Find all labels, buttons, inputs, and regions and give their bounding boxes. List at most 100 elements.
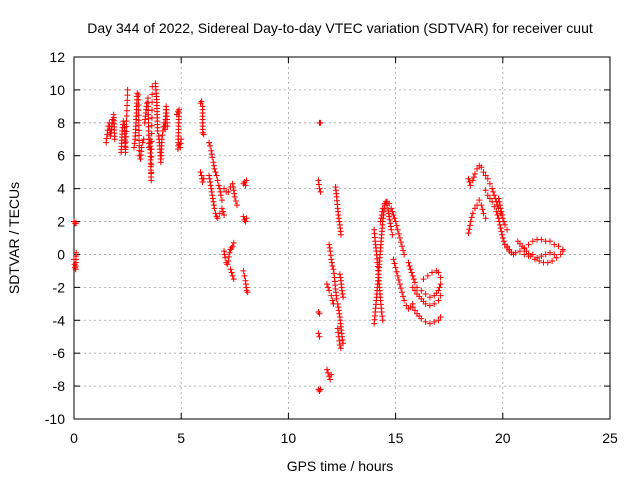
data-point: [135, 91, 142, 98]
data-point: [395, 276, 402, 283]
data-point: [399, 243, 406, 250]
data-point: [73, 220, 80, 227]
data-point: [480, 210, 487, 217]
data-point: [424, 272, 431, 279]
data-point: [551, 241, 558, 248]
data-point: [333, 295, 340, 302]
data-point: [431, 318, 438, 325]
data-point: [544, 259, 551, 266]
data-point: [208, 151, 215, 158]
data-point: [135, 107, 142, 114]
data-point: [222, 254, 229, 261]
data-point: [148, 169, 155, 176]
data-point: [209, 154, 216, 161]
data-point: [559, 248, 566, 255]
data-point: [326, 287, 333, 294]
data-point: [136, 152, 143, 159]
data-point: [378, 211, 385, 218]
data-point: [422, 300, 429, 307]
data-point: [335, 329, 342, 336]
data-point: [139, 139, 146, 146]
data-point: [397, 285, 404, 292]
data-point: [135, 122, 142, 129]
data-point: [315, 181, 322, 188]
data-point: [225, 188, 232, 195]
data-point: [466, 179, 473, 186]
data-point: [334, 325, 341, 332]
y-tick-label: 4: [57, 181, 65, 197]
data-point: [218, 205, 225, 212]
y-axis-label: SDTVAR / TECUs: [6, 182, 22, 294]
data-point: [389, 208, 396, 215]
data-point: [482, 215, 489, 222]
data-point: [135, 127, 142, 134]
data-point: [482, 172, 489, 179]
data-point: [198, 172, 205, 179]
y-tick-label: 10: [49, 82, 65, 98]
data-point: [335, 304, 342, 311]
data-point: [394, 226, 401, 233]
data-point: [484, 192, 491, 199]
data-point: [437, 313, 444, 320]
data-point: [323, 281, 330, 288]
data-point: [135, 112, 142, 119]
data-point: [327, 248, 334, 255]
data-point: [316, 185, 323, 192]
data-point: [469, 177, 476, 184]
data-point: [491, 203, 498, 210]
data-point: [379, 313, 386, 320]
data-point: [388, 226, 395, 233]
data-point: [230, 183, 237, 190]
data-point: [330, 270, 337, 277]
data-point: [227, 266, 234, 273]
data-point: [385, 207, 392, 214]
data-point: [426, 294, 433, 301]
data-point: [392, 264, 399, 271]
data-point: [411, 287, 418, 294]
data-point: [400, 293, 407, 300]
data-point: [420, 276, 427, 283]
data-point: [213, 172, 220, 179]
data-point: [468, 214, 475, 221]
data-point: [378, 215, 385, 222]
data-point: [242, 218, 249, 225]
data-point: [411, 279, 418, 286]
data-point: [210, 198, 217, 205]
data-point: [506, 246, 513, 253]
data-point: [148, 177, 155, 184]
data-point: [215, 182, 222, 189]
data-point: [486, 180, 493, 187]
data-point: [330, 266, 337, 273]
data-point: [244, 289, 251, 296]
data-point: [335, 215, 342, 222]
data-point: [542, 251, 549, 258]
data-point: [400, 247, 407, 254]
data-point: [499, 215, 506, 222]
data-point: [208, 185, 215, 192]
data-point: [429, 269, 436, 276]
data-point: [437, 292, 444, 299]
data-point: [426, 320, 433, 327]
data-point: [501, 221, 508, 228]
data-point: [327, 252, 334, 259]
data-point: [489, 185, 496, 192]
data-point: [555, 243, 562, 250]
data-point: [386, 200, 393, 207]
data-point: [493, 208, 500, 215]
data-point: [326, 241, 333, 248]
data-point: [435, 287, 442, 294]
data-point: [399, 289, 406, 296]
data-point: [135, 96, 142, 103]
data-point: [327, 376, 334, 383]
data-point: [437, 281, 444, 288]
data-point: [158, 136, 165, 143]
data-point: [240, 213, 247, 220]
data-point: [498, 208, 505, 215]
data-point: [546, 238, 553, 245]
data-point: [386, 213, 393, 220]
data-point: [516, 248, 523, 255]
data-point: [336, 310, 343, 317]
data-point: [393, 268, 400, 275]
data-point: [135, 117, 142, 124]
data-point: [243, 215, 250, 222]
